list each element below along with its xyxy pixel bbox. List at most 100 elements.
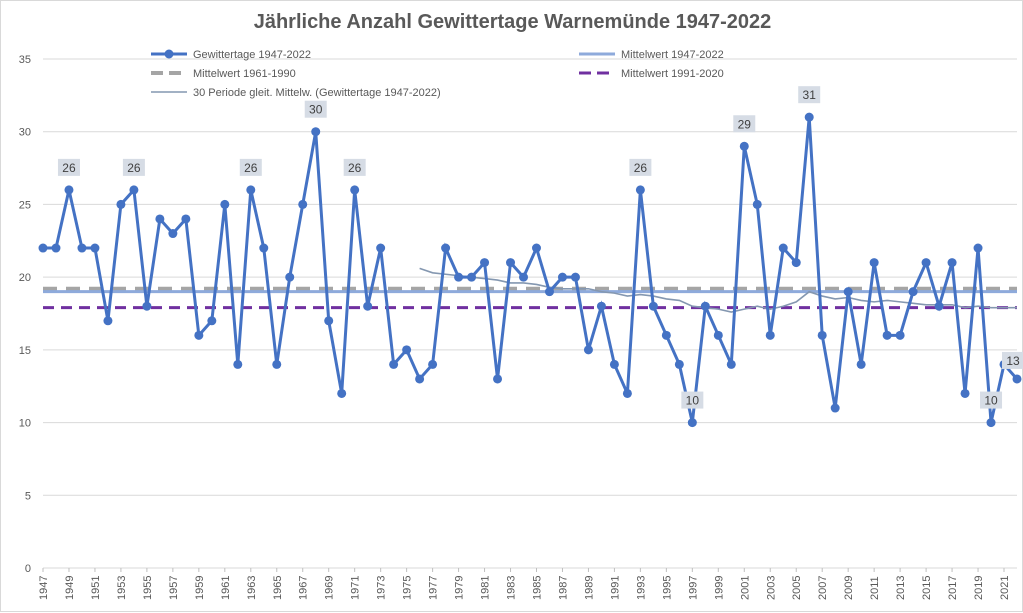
legend-item-mittelwert-1961-1990: Mittelwert 1961-1990 — [151, 68, 296, 80]
x-tick-label: 1955 — [142, 576, 154, 600]
data-point — [220, 199, 230, 209]
data-point — [77, 243, 87, 253]
y-tick-label: 10 — [19, 418, 31, 430]
data-label: 31 — [803, 88, 817, 102]
data-point — [181, 214, 191, 224]
y-tick-label: 0 — [25, 563, 31, 575]
x-tick-label: 2011 — [869, 576, 881, 600]
data-point — [947, 258, 957, 268]
data-point — [544, 287, 554, 297]
data-label-box — [980, 391, 1003, 409]
y-axis: 0 5 10 15 20 25 30 35 — [19, 54, 31, 575]
data-point — [402, 345, 412, 355]
data-point — [583, 345, 593, 355]
data-point — [480, 258, 490, 268]
data-point — [713, 330, 723, 340]
legend-item-mittelwert-1991-2020: Mittelwert 1991-2020 — [579, 68, 724, 80]
legend-label: Gewittertage 1947-2022 — [193, 49, 311, 61]
data-point — [493, 374, 503, 384]
data-label: 26 — [127, 161, 141, 175]
x-tick-label: 1957 — [168, 576, 180, 600]
legend-item-gleitendes-mittel: 30 Periode gleit. Mittelw. (Gewittertage… — [151, 87, 441, 99]
x-tick-label: 1975 — [402, 576, 414, 600]
x-tick-label: 1979 — [454, 576, 466, 600]
data-point — [233, 359, 243, 369]
data-point — [246, 185, 256, 195]
x-tick-label: 2005 — [791, 576, 803, 600]
data-point — [311, 127, 321, 137]
data-point — [363, 301, 373, 311]
data-point — [441, 243, 451, 253]
x-tick-label: 1969 — [324, 576, 336, 600]
data-point — [194, 330, 204, 340]
data-label: 26 — [348, 161, 362, 175]
data-label-box — [798, 86, 821, 104]
data-label-box — [681, 391, 704, 409]
x-tick-label: 1981 — [480, 576, 492, 600]
gewittertage-line — [43, 117, 1019, 423]
data-point — [830, 403, 840, 413]
x-tick-label: 1989 — [583, 576, 595, 600]
x-tick-label: 2003 — [765, 576, 777, 600]
x-tick-label: 2019 — [973, 576, 985, 600]
data-label: 30 — [309, 103, 323, 117]
x-tick-label: 1967 — [298, 576, 310, 600]
data-point — [986, 418, 996, 428]
data-point — [116, 199, 126, 209]
data-label-box — [57, 158, 80, 176]
y-tick-label: 25 — [19, 199, 31, 211]
data-point — [921, 258, 931, 268]
data-point — [700, 301, 710, 311]
data-point — [869, 258, 879, 268]
data-point — [51, 243, 61, 253]
data-point — [207, 316, 217, 326]
data-point — [791, 258, 801, 268]
data-label-box — [239, 158, 262, 176]
data-point — [895, 330, 905, 340]
data-labels: 26 26 26 30 26 26 10 29 31 10 13 — [57, 86, 1023, 409]
y-tick-label: 30 — [19, 127, 31, 139]
data-point — [843, 287, 853, 297]
data-label: 26 — [634, 161, 648, 175]
y-tick-label: 20 — [19, 272, 31, 284]
grid-lines — [43, 58, 1017, 569]
data-label: 29 — [738, 117, 752, 131]
data-point — [622, 388, 632, 398]
y-tick-label: 15 — [19, 345, 31, 357]
legend-item-mittelwert-1947-2022: Mittelwert 1947-2022 — [579, 49, 724, 61]
moving-average-line — [419, 267, 1017, 313]
x-tick-label: 1997 — [687, 576, 699, 600]
data-point — [90, 243, 100, 253]
x-tick-label: 2001 — [739, 576, 751, 600]
data-point — [752, 199, 762, 209]
data-point — [1012, 374, 1022, 384]
data-point — [259, 243, 269, 253]
data-point — [817, 330, 827, 340]
data-point — [506, 258, 516, 268]
x-tick-label: 1961 — [220, 576, 232, 600]
data-point — [596, 301, 606, 311]
data-point — [454, 272, 464, 282]
data-label: 10 — [686, 394, 700, 408]
data-point — [64, 185, 74, 195]
data-point — [635, 185, 645, 195]
data-point — [38, 243, 48, 253]
data-label: 26 — [62, 161, 76, 175]
data-label-box — [304, 100, 327, 118]
data-point — [376, 243, 386, 253]
data-point — [856, 359, 866, 369]
data-point — [778, 243, 788, 253]
x-tick-label: 1985 — [531, 576, 543, 600]
data-label-box — [629, 158, 652, 176]
x-tick-label: 1949 — [64, 576, 76, 600]
data-point — [142, 301, 152, 311]
x-tick-label: 1973 — [376, 576, 388, 600]
data-label: 10 — [984, 394, 998, 408]
x-tick-label: 1953 — [116, 576, 128, 600]
data-point — [960, 388, 970, 398]
legend-label: 30 Periode gleit. Mittelw. (Gewittertage… — [193, 87, 441, 99]
x-tick-label: 1993 — [635, 576, 647, 600]
x-axis: 1947 1949 1951 1953 1955 1957 1959 1961 1963 1965… — [38, 568, 1011, 600]
y-tick-label: 35 — [19, 54, 31, 66]
